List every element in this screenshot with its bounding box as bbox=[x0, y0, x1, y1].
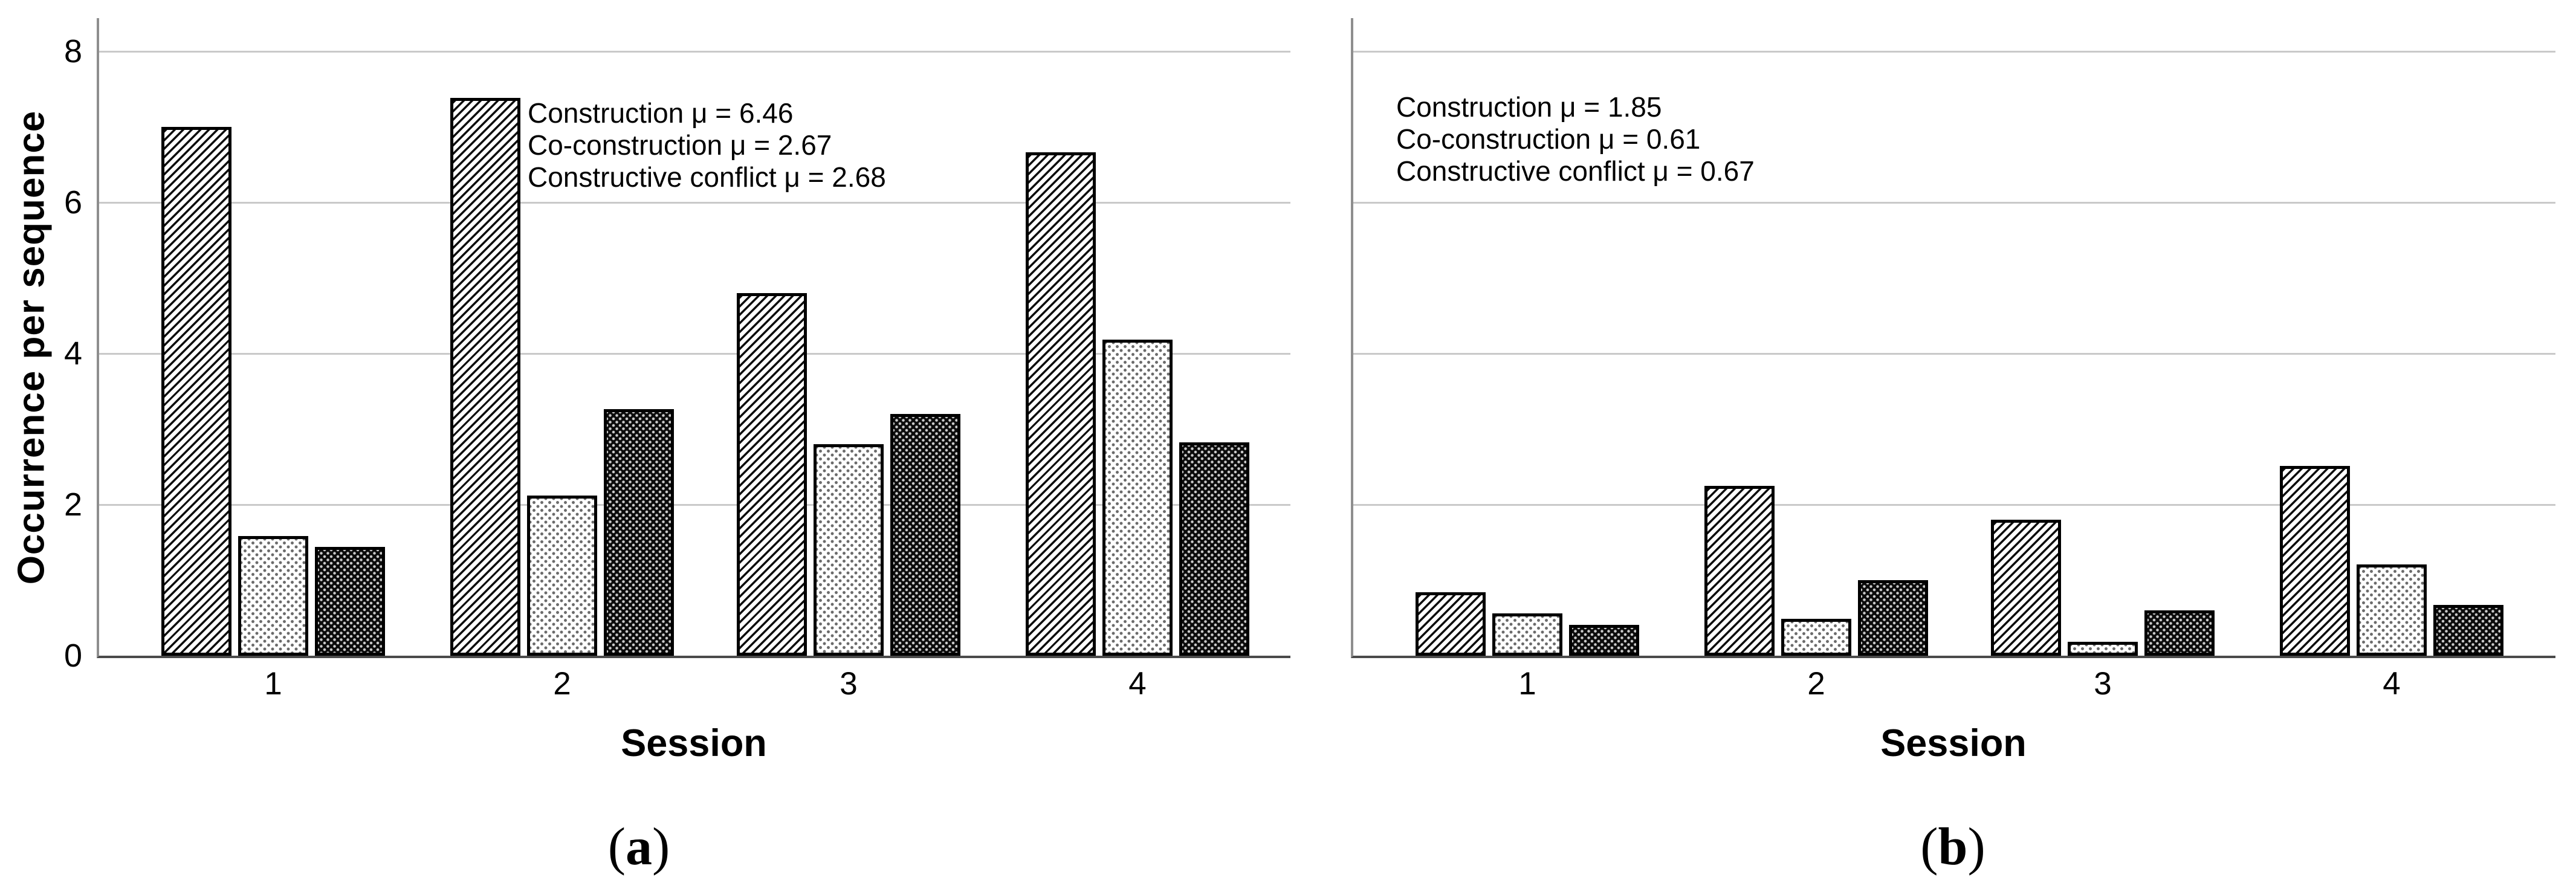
bar-co-construction-session-4-panel-b bbox=[2357, 564, 2427, 656]
x-tick-label-session-1-panel-a: 1 bbox=[264, 666, 282, 702]
mean-annotation-line-2-panel-b: Co-construction μ = 0.61 bbox=[1396, 123, 1701, 155]
gridline-y2-panel-b bbox=[1353, 504, 2555, 506]
mean-annotation-line-2-panel-a: Co-construction μ = 2.67 bbox=[528, 129, 832, 161]
bar-construction-session-1-panel-b bbox=[1416, 592, 1486, 656]
caption-b: (b) bbox=[1862, 817, 2044, 877]
bar-co-construction-session-4-panel-a bbox=[1102, 340, 1173, 656]
x-tick-label-session-2-panel-a: 2 bbox=[553, 666, 571, 702]
caption-a-close-paren: ) bbox=[652, 818, 670, 876]
bar-constructive-conflict-session-3-panel-b bbox=[2144, 610, 2215, 656]
bar-co-construction-session-3-panel-a bbox=[814, 444, 884, 656]
bar-co-construction-session-2-panel-b bbox=[1781, 619, 1851, 656]
x-tick-label-session-3-panel-b: 3 bbox=[2094, 666, 2112, 702]
bar-construction-session-4-panel-a bbox=[1026, 152, 1096, 656]
caption-b-close-paren: ) bbox=[1967, 818, 1985, 876]
bar-constructive-conflict-session-2-panel-b bbox=[1858, 580, 1928, 656]
bar-construction-session-3-panel-b bbox=[1991, 520, 2061, 656]
bar-co-construction-session-1-panel-b bbox=[1492, 613, 1562, 656]
caption-b-open-paren: ( bbox=[1920, 818, 1938, 876]
bar-constructive-conflict-session-1-panel-a bbox=[315, 547, 385, 656]
gridline-y4-panel-b bbox=[1353, 353, 2555, 355]
bar-construction-session-2-panel-b bbox=[1704, 486, 1775, 656]
y-tick-label-0: 0 bbox=[63, 638, 82, 674]
gridline-y8-panel-b bbox=[1353, 51, 2555, 53]
bar-construction-session-3-panel-a bbox=[737, 293, 807, 656]
caption-a-letter: a bbox=[626, 818, 652, 876]
y-tick-label-8: 8 bbox=[63, 33, 82, 69]
x-tick-label-session-3-panel-a: 3 bbox=[840, 666, 858, 702]
y-tick-label-2: 2 bbox=[63, 486, 82, 523]
x-tick-label-session-4-panel-a: 4 bbox=[1128, 666, 1147, 702]
gridline-y2-panel-a bbox=[99, 504, 1290, 506]
caption-a-open-paren: ( bbox=[607, 818, 626, 876]
caption-b-letter: b bbox=[1938, 818, 1968, 876]
bar-construction-session-4-panel-b bbox=[2280, 466, 2350, 656]
x-tick-label-session-1-panel-b: 1 bbox=[1518, 666, 1536, 702]
x-axis-title-a: Session bbox=[621, 722, 767, 764]
x-axis-title-b: Session bbox=[1880, 722, 2027, 764]
bar-construction-session-2-panel-a bbox=[450, 98, 520, 656]
bar-construction-session-1-panel-a bbox=[161, 127, 231, 656]
bar-constructive-conflict-session-3-panel-a bbox=[890, 414, 960, 656]
bar-constructive-conflict-session-4-panel-b bbox=[2433, 605, 2503, 656]
x-tick-label-session-4-panel-b: 4 bbox=[2383, 666, 2401, 702]
bar-co-construction-session-1-panel-a bbox=[238, 536, 308, 656]
mean-annotation-line-1-panel-b: Construction μ = 1.85 bbox=[1396, 91, 1662, 123]
gridline-y4-panel-a bbox=[99, 353, 1290, 355]
plot-area-a bbox=[97, 18, 1290, 658]
bar-co-construction-session-2-panel-a bbox=[527, 496, 597, 656]
y-tick-label-4: 4 bbox=[63, 335, 82, 372]
mean-annotation-line-3-panel-b: Constructive conflict μ = 0.67 bbox=[1396, 155, 1755, 187]
x-tick-label-session-2-panel-b: 2 bbox=[1807, 666, 1825, 702]
bar-co-construction-session-3-panel-b bbox=[2068, 642, 2138, 656]
caption-a: (a) bbox=[548, 817, 730, 877]
gridline-y6-panel-a bbox=[99, 202, 1290, 204]
mean-annotation-panel-a: Construction μ = 6.46 Co-construction μ =… bbox=[528, 97, 886, 193]
gridline-y8-panel-a bbox=[99, 51, 1290, 53]
bar-constructive-conflict-session-2-panel-a bbox=[604, 409, 674, 656]
plot-area-b bbox=[1351, 18, 2555, 658]
mean-annotation-panel-b: Construction μ = 1.85 Co-construction μ =… bbox=[1396, 91, 1755, 187]
mean-annotation-line-1-panel-a: Construction μ = 6.46 bbox=[528, 97, 794, 129]
gridline-y6-panel-b bbox=[1353, 202, 2555, 204]
mean-annotation-line-3-panel-a: Constructive conflict μ = 2.68 bbox=[528, 161, 886, 193]
y-tick-label-6: 6 bbox=[63, 184, 82, 221]
bar-constructive-conflict-session-4-panel-a bbox=[1179, 442, 1249, 656]
bar-constructive-conflict-session-1-panel-b bbox=[1569, 625, 1639, 656]
